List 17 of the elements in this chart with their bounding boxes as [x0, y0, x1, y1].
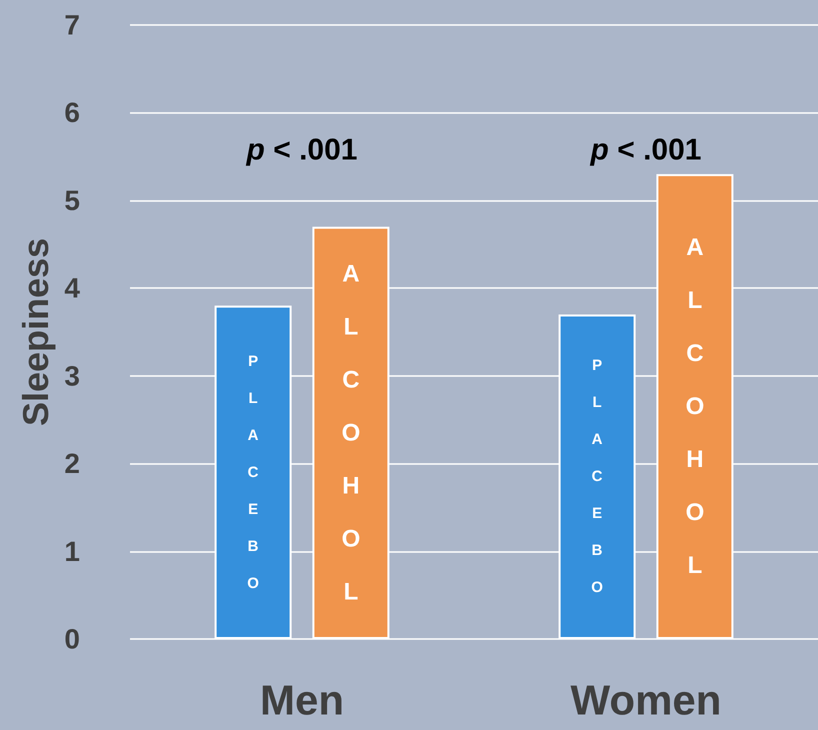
y-tick-label: 5	[64, 184, 80, 216]
text: PLACEBO	[247, 352, 259, 592]
y-tick-label: 3	[64, 360, 80, 392]
annotation: p < .001	[590, 134, 702, 166]
y-axis-title: Sleepiness	[15, 238, 56, 426]
text: ALCOHOL	[686, 234, 704, 580]
x-tick-label: Men	[260, 676, 344, 724]
series-label: ALCOHOL	[342, 260, 360, 606]
x-tick-label: Women	[570, 676, 722, 724]
text: PLACEBO	[591, 357, 603, 596]
y-tick-label: 6	[64, 97, 80, 128]
annotation: p < .001	[246, 134, 358, 166]
y-tick-label: 7	[64, 10, 80, 40]
y-tick-label: 4	[64, 272, 80, 304]
y-tick-label: 2	[64, 448, 80, 480]
y-tick-label: 1	[64, 536, 80, 567]
y-tick-label: 0	[64, 624, 80, 654]
